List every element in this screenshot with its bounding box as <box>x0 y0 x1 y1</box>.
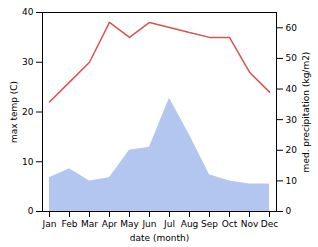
svg-text:0: 0 <box>286 206 292 216</box>
svg-text:Mar: Mar <box>81 219 98 229</box>
svg-text:20: 20 <box>286 145 298 155</box>
svg-text:30: 30 <box>22 57 34 67</box>
svg-text:60: 60 <box>286 23 298 33</box>
svg-text:Nov: Nov <box>241 219 259 229</box>
svg-text:50: 50 <box>286 53 298 63</box>
svg-text:May: May <box>120 219 139 229</box>
svg-text:Sep: Sep <box>201 219 218 229</box>
svg-text:40: 40 <box>286 84 298 94</box>
svg-text:Jan: Jan <box>42 219 57 229</box>
svg-text:0: 0 <box>28 206 34 216</box>
svg-text:Oct: Oct <box>222 219 238 229</box>
svg-text:Dec: Dec <box>261 219 278 229</box>
svg-text:med. precipitation (kg/m2): med. precipitation (kg/m2) <box>301 52 311 173</box>
svg-text:Jul: Jul <box>163 219 175 229</box>
svg-text:Feb: Feb <box>62 219 78 229</box>
svg-text:max temp (C): max temp (C) <box>9 81 19 143</box>
svg-text:Apr: Apr <box>102 219 118 229</box>
svg-text:10: 10 <box>22 157 34 167</box>
svg-text:10: 10 <box>286 176 298 186</box>
svg-text:Jun: Jun <box>141 219 156 229</box>
svg-text:30: 30 <box>286 115 298 125</box>
svg-text:20: 20 <box>22 107 34 117</box>
svg-text:Aug: Aug <box>181 219 199 229</box>
svg-text:date (month): date (month) <box>130 233 189 243</box>
svg-text:40: 40 <box>22 7 34 17</box>
